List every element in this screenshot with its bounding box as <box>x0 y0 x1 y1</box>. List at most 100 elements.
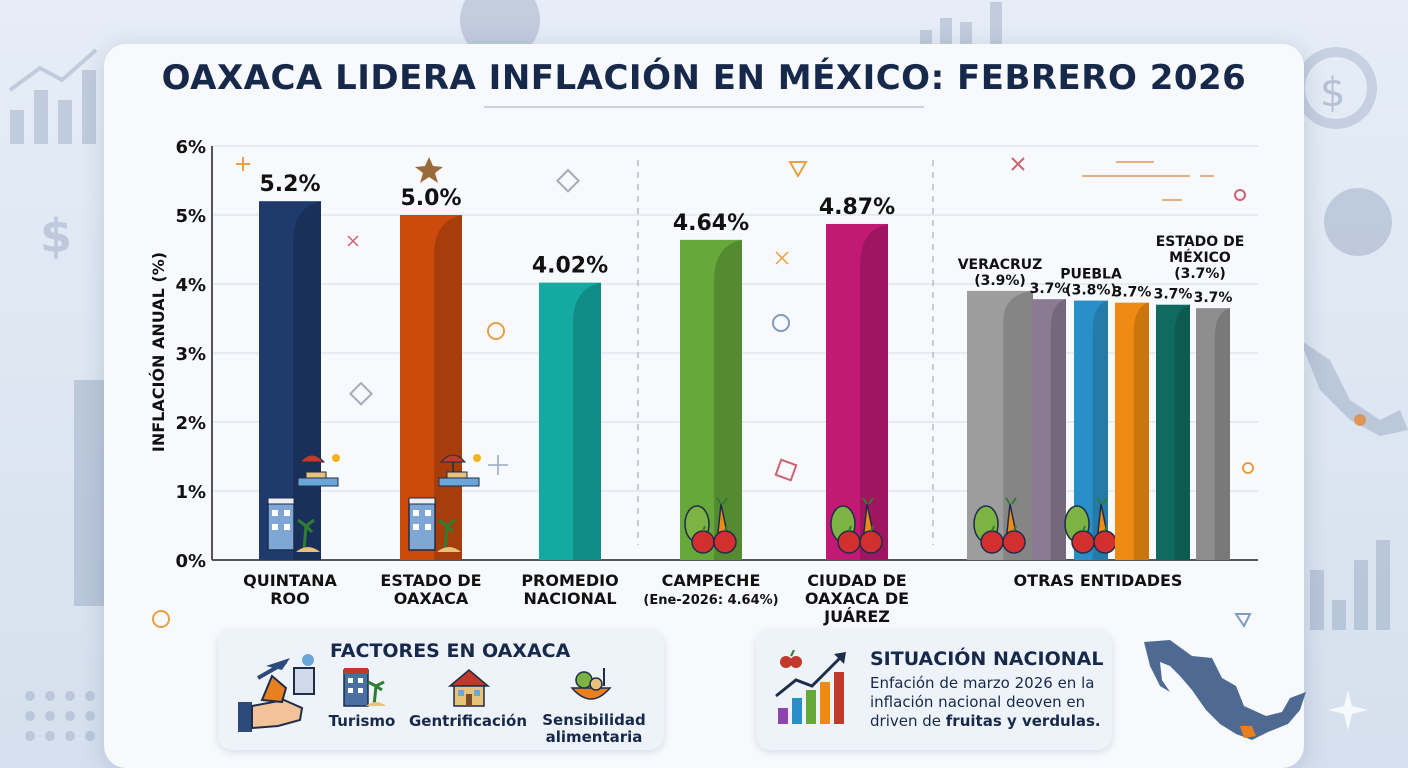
produce-icon <box>973 497 1026 554</box>
produce-icon-part <box>702 525 728 532</box>
tourism-icon-part <box>332 454 340 462</box>
svg-text:$: $ <box>40 209 72 263</box>
tourism-icon-part <box>267 499 295 551</box>
produce-icon-part <box>862 497 874 505</box>
data-label: 3.7% <box>1030 281 1069 297</box>
produce-icon-part <box>1002 530 1026 554</box>
tourism-icon-part <box>272 524 278 530</box>
tourism-icon-part <box>413 524 419 530</box>
data-label: ESTADO DE <box>1156 234 1245 250</box>
tourism-icon-part <box>473 454 481 462</box>
tourism-icon-part <box>298 454 326 463</box>
bar-shade <box>1003 290 1033 560</box>
data-label: PUEBLA <box>1060 267 1122 283</box>
produce-icon <box>830 497 883 554</box>
category-label: JUÁREZ <box>823 607 890 626</box>
category-label: (Ene-2026: 4.64%) <box>643 593 778 608</box>
national-panel: SITUACIÓN NACIONAL Enfación de marzo 202… <box>756 630 1112 750</box>
hand-arrow-icon <box>238 654 315 732</box>
tourism-icon-part <box>408 499 436 551</box>
category-label: OAXACA DE <box>805 589 909 608</box>
produce-icon-part <box>837 530 861 554</box>
decoration-shape <box>487 322 505 340</box>
data-label: 5.0% <box>400 186 461 211</box>
category-label: ESTADO DE <box>380 571 481 590</box>
tourism-icon-part <box>438 477 480 487</box>
decoration-shape <box>1234 613 1252 628</box>
tourism-icon-part <box>408 497 436 505</box>
produce-icon-part <box>691 530 715 554</box>
decoration-shape <box>1011 157 1025 171</box>
svg-text:$: $ <box>1320 70 1345 116</box>
data-label: 4.87% <box>819 195 895 220</box>
data-label: (3.8%) <box>1065 283 1117 299</box>
group-label: OTRAS ENTIDADES <box>1014 571 1183 590</box>
bar-shade <box>1092 300 1108 560</box>
title-underline <box>484 106 924 108</box>
bar-shade <box>860 223 888 560</box>
tourism-icon <box>408 454 481 552</box>
decoration-shape <box>1234 189 1246 201</box>
tourism-icon-part <box>284 510 290 516</box>
data-label: 5.2% <box>259 172 320 197</box>
y-tick-label: 6% <box>175 137 206 158</box>
tourism-icon-part <box>438 518 456 551</box>
tourism-icon-part <box>305 471 327 479</box>
decoration-shape <box>415 157 443 183</box>
factors-title: FACTORES EN OAXACA <box>330 640 571 662</box>
produce-icon-part <box>716 497 728 505</box>
tourism-icon-part <box>284 524 290 530</box>
decoration-shape <box>555 168 581 193</box>
factor-label-tourism: Turismo <box>328 712 396 730</box>
house-icon <box>447 669 491 707</box>
y-tick-label: 5% <box>175 206 206 227</box>
tourism-icon-part <box>297 518 315 551</box>
decoration-shape <box>774 458 798 482</box>
food-bowl-icon <box>570 668 612 700</box>
produce-icon <box>684 497 737 554</box>
produce-icon <box>1064 497 1117 554</box>
national-text: Enfación de marzo 2026 en la inflación n… <box>870 674 1106 731</box>
factor-label-gentrification: Gentrificación <box>408 712 528 730</box>
produce-icon-part <box>1005 497 1017 505</box>
tourism-icon-part <box>425 524 431 530</box>
category-label: CAMPECHE <box>662 571 761 590</box>
rising-chart-icon <box>775 650 846 724</box>
factor-label-food-sensitivity: Sensibilidad alimentaria <box>542 711 646 746</box>
chart-title: OAXACA LIDERA INFLACIÓN EN MÉXICO: FEBRE… <box>161 58 1247 98</box>
data-label: (3.9%) <box>974 273 1026 289</box>
decoration-shape <box>236 157 250 171</box>
hotel-icon <box>343 668 386 707</box>
national-text-regular: Enfación de marzo 2026 en la inflación n… <box>870 674 1095 730</box>
national-title: SITUACIÓN NACIONAL <box>870 648 1104 670</box>
produce-icon-part <box>1071 530 1095 554</box>
category-label: PROMEDIO <box>521 571 618 590</box>
tourism-icon-part <box>439 454 467 463</box>
y-tick-label: 1% <box>175 482 206 503</box>
category-label: NACIONAL <box>523 589 616 608</box>
produce-icon-part <box>713 530 737 554</box>
category-label: OAXACA <box>394 589 469 608</box>
decoration-shape <box>488 455 508 475</box>
decoration-shape <box>1082 161 1214 201</box>
decoration-shape <box>152 610 170 628</box>
bar-shade <box>1050 299 1066 560</box>
data-label: MÉXICO <box>1169 249 1231 266</box>
decoration-shape <box>348 381 374 406</box>
mexico-map-icon <box>1144 640 1306 740</box>
tourism-icon-part <box>437 547 461 552</box>
bar-shade <box>714 239 742 560</box>
bar-shade <box>293 201 321 560</box>
produce-icon-part <box>859 530 883 554</box>
tourism-icon-part <box>267 497 295 505</box>
category-label: ROO <box>270 589 310 608</box>
y-axis-label: INFLACIÓN ANUAL (%) <box>149 252 168 452</box>
tourism-icon-part <box>446 471 468 479</box>
tourism-icon-part <box>425 510 431 516</box>
y-tick-label: 0% <box>175 551 206 572</box>
data-label: 3.7% <box>1194 290 1233 306</box>
decoration-shape <box>772 314 790 332</box>
factors-panel: FACTORES EN OAXACA Turismo Gentrificació… <box>218 630 664 750</box>
